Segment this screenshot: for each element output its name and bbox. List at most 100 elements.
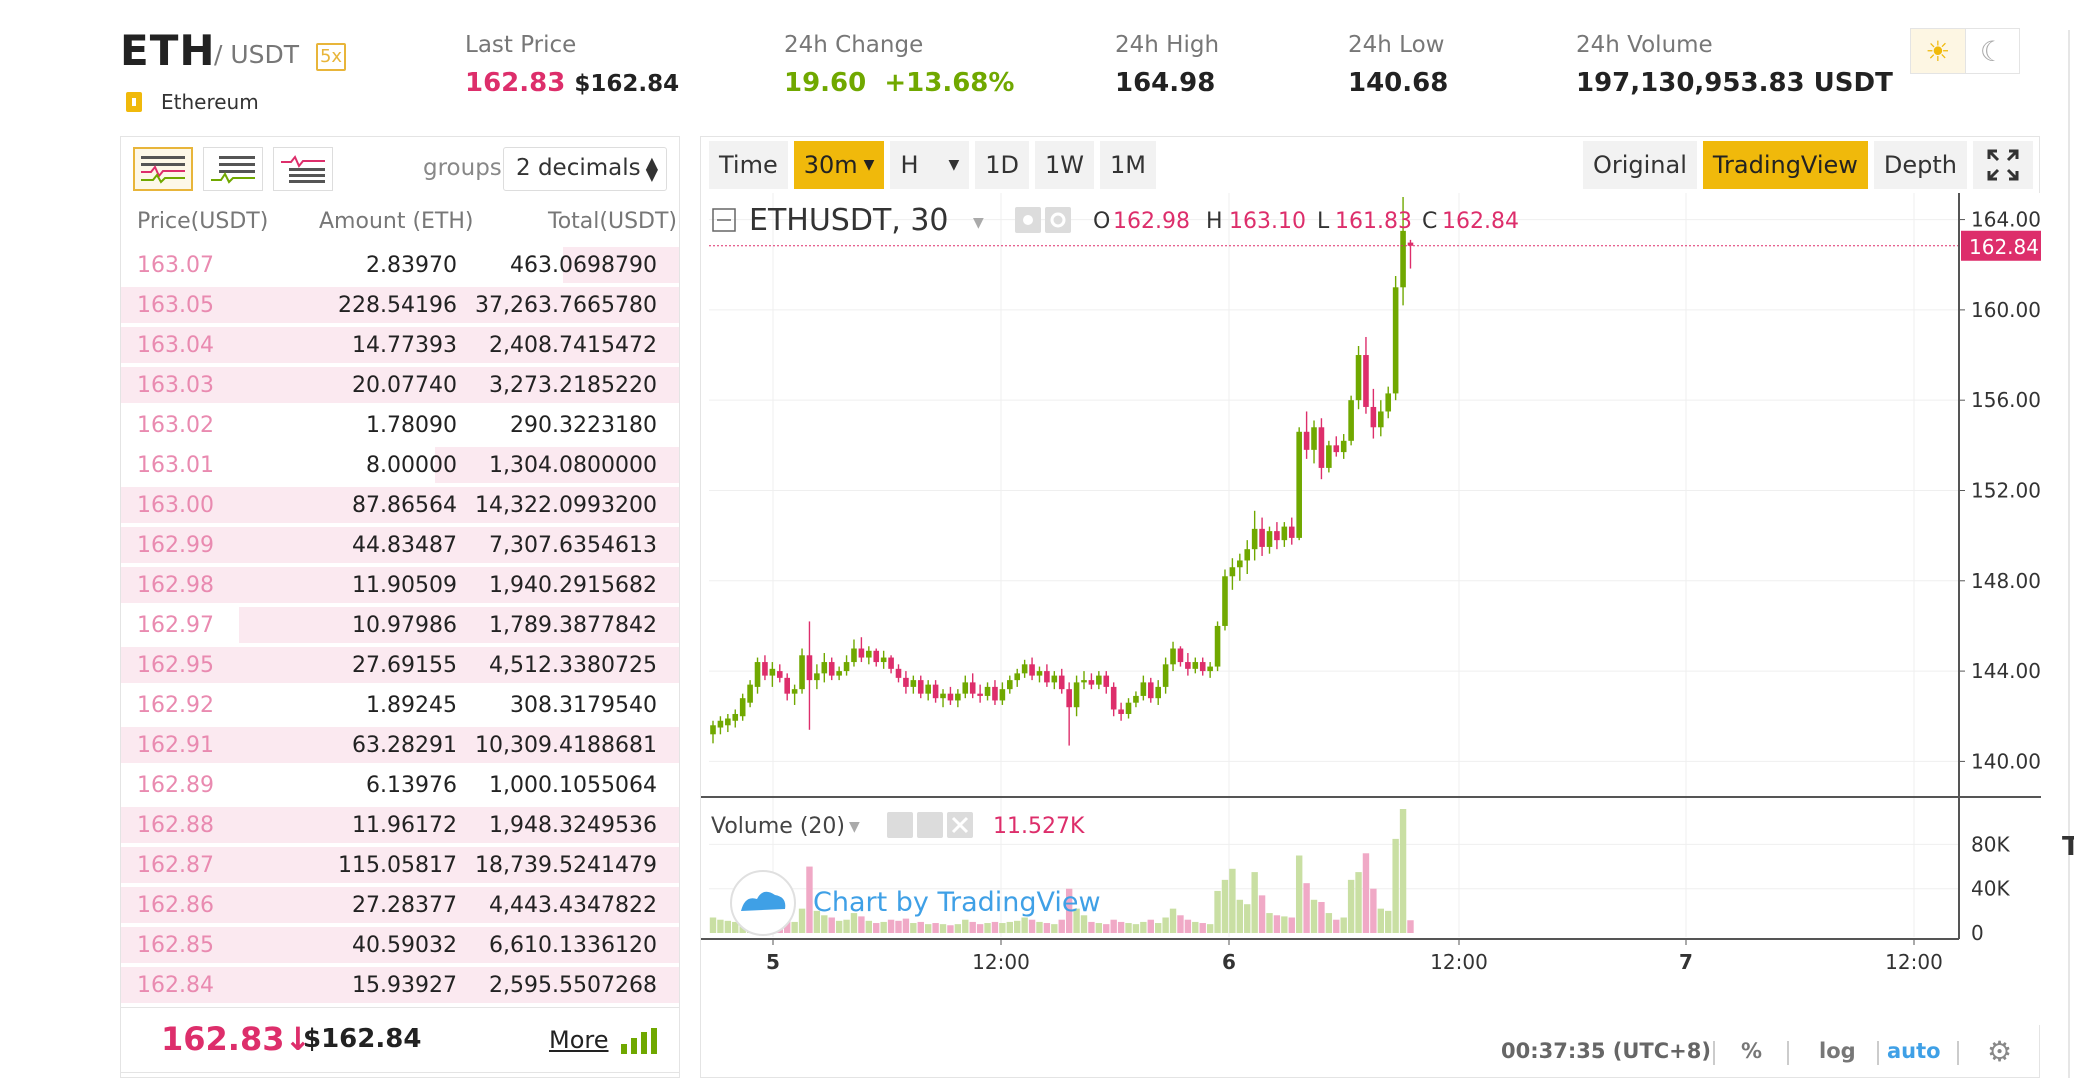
order-book-row[interactable]: 163.03 20.07740 3,273.2185220 [121,365,679,405]
symbol-title: ETHUSDT, 30 [749,203,949,238]
view-toolbar: Original TradingView Depth [1582,141,2033,189]
order-book-row[interactable]: 163.07 2.83970 463.0698790 [121,245,679,285]
candle-body [1303,431,1310,450]
interval-toolbar: Time 30m ▼ H ▼ 1D 1W 1M [709,141,1156,191]
percent-toggle[interactable]: % [1741,1039,1763,1063]
order-book-row[interactable]: 162.92 1.89245 308.3179540 [121,685,679,725]
last-price-tag-label: 162.84 [1969,235,2039,259]
candle-body [762,662,768,676]
candle-body [1147,682,1154,699]
order-book-row[interactable]: 163.05 228.54196 37,263.7665780 [121,285,679,325]
row-price: 162.89 [137,773,214,798]
row-amount: 87.86564 [352,493,457,518]
order-book-row[interactable]: 162.85 40.59032 6,610.1336120 [121,925,679,965]
volume-bar [835,920,843,933]
row-price: 162.99 [137,533,214,558]
order-book-row[interactable]: 163.00 87.86564 14,322.0993200 [121,485,679,525]
candle-body [917,680,924,694]
volume-bar [1392,838,1399,933]
more-link[interactable]: More [549,1026,609,1054]
volume-title: Volume (20) [711,814,845,839]
order-book-row[interactable]: 162.88 11.96172 1,948.3249536 [121,805,679,845]
order-book-row[interactable]: 162.86 27.28377 4,443.4347822 [121,885,679,925]
volume-bar [1169,908,1177,933]
auto-toggle[interactable]: auto [1887,1039,1941,1063]
volume-bar [873,923,880,933]
volume-bar [880,921,887,933]
row-amount: 14.77393 [352,333,457,358]
volume-bar [1125,923,1132,933]
interval-button[interactable]: 30m ▼ [793,141,885,189]
interval-button[interactable]: 1W [1035,141,1095,189]
order-book-row[interactable]: 162.98 11.90509 1,940.2915682 [121,565,679,605]
candle-body [1140,682,1147,696]
row-total: 463.0698790 [510,253,657,278]
order-book-view-toggle [133,147,333,191]
candle-body [1125,702,1132,714]
view-button[interactable]: Original [1582,141,1697,189]
view-button[interactable]: TradingView [1702,141,1868,189]
order-book-row[interactable]: 162.84 15.93927 2,595.5507268 [121,965,679,1005]
volume-bar [1310,899,1318,933]
order-book-row[interactable]: 163.01 8.00000 1,304.0800000 [121,445,679,485]
sun-icon[interactable]: ☀ [1911,29,1966,73]
groups-select[interactable]: 2 decimals ▲ ▼ [503,147,667,191]
fullscreen-icon[interactable] [1973,141,2033,189]
volume-bar [954,924,962,933]
order-book-row[interactable]: 162.91 63.28291 10,309.4188681 [121,725,679,765]
order-book-row[interactable]: 162.89 6.13976 1,000.1055064 [121,765,679,805]
volume-bar [828,917,835,933]
order-book-row[interactable]: 162.95 27.69155 4,512.3380725 [121,645,679,685]
candle-body [955,693,961,701]
order-book-row[interactable]: 162.97 10.97986 1,789.3877842 [121,605,679,645]
interval-button: Time [709,141,788,189]
row-price: 162.91 [137,733,214,758]
last-price-bar: 162.83↓ $162.84 More [121,1007,679,1073]
candle-body [1073,682,1080,708]
order-book-row[interactable]: 162.99 44.83487 7,307.6354613 [121,525,679,565]
ohlc-value: H [1206,209,1223,234]
volume-bar [1028,919,1036,933]
candle-body [1237,560,1243,568]
order-book-row[interactable]: 163.04 14.77393 2,408.7415472 [121,325,679,365]
leverage-badge: 5x [316,43,346,71]
col-price: Price(USDT) [137,209,269,234]
volume-bar [1206,924,1214,933]
book-bids-view-icon[interactable] [203,147,263,191]
candle-body [880,657,887,663]
candle-body [1222,576,1228,626]
row-amount: 8.00000 [366,453,457,478]
view-button[interactable]: Depth [1873,141,1967,189]
candle-body [1170,648,1176,665]
depth-bar [121,527,679,563]
moon-icon[interactable]: ☾ [1979,34,2005,68]
candle-body [1007,680,1013,690]
groups-label: groups [423,155,502,181]
pair-quote[interactable]: / USDT [214,40,300,69]
settings-gear-icon[interactable]: ⚙ [1987,1035,2013,1068]
volume-bar [1103,924,1110,933]
order-book-row[interactable]: 163.02 1.78090 290.3223180 [121,405,679,445]
candle-body [1392,287,1399,394]
row-amount: 63.28291 [352,733,457,758]
row-price: 162.87 [137,853,214,878]
interval-button[interactable]: H ▼ [890,141,970,189]
candlestick-chart[interactable]: 164.00 160.00 156.00 152.00 148.00 144.00 140.… [701,193,2041,1025]
volume-value: 11.527K [993,814,1085,839]
info-icon[interactable] [126,92,142,112]
col-amount: Amount (ETH) [319,209,474,234]
interval-button[interactable]: 1M [1100,141,1156,189]
interval-button[interactable]: 1D [975,141,1030,189]
volume-bar [1043,923,1051,933]
candle-body [903,677,909,687]
order-book-row[interactable]: 162.87 115.05817 18,739.5241479 [121,845,679,885]
book-both-view-icon[interactable] [133,147,193,191]
volume-bar [1177,915,1184,933]
volume-bar [1140,921,1147,933]
book-asks-view-icon[interactable] [273,147,333,191]
log-toggle[interactable]: log [1819,1039,1856,1063]
pair-base[interactable]: ETH [120,26,216,75]
candle-body [1385,393,1392,412]
coin-name[interactable]: Ethereum [161,90,259,114]
volume-bar [791,921,798,933]
